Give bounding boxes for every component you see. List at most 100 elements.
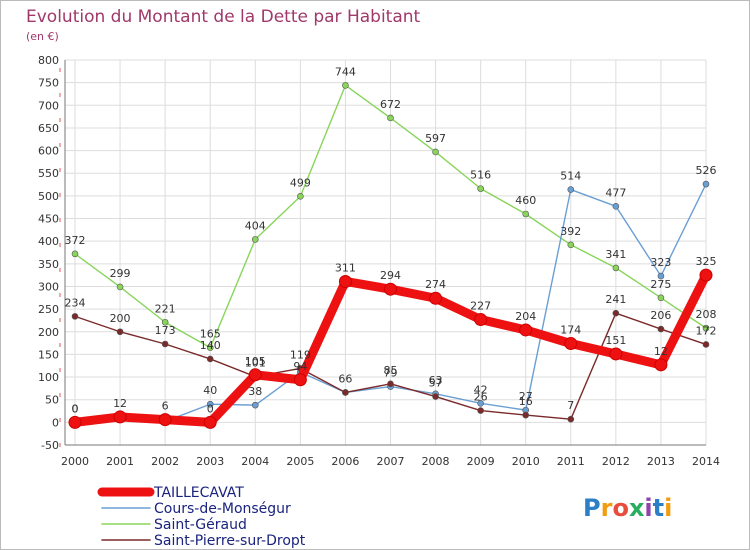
axes: -500501001502002503003504004505005506006… xyxy=(38,54,720,468)
data-label: 516 xyxy=(470,169,491,182)
y-tick-label: 650 xyxy=(38,122,59,135)
data-point xyxy=(657,272,665,280)
data-label: 119 xyxy=(290,348,311,361)
y-tick-label: 100 xyxy=(38,371,59,384)
data-label: 275 xyxy=(650,278,671,291)
data-point xyxy=(203,415,217,429)
data-point xyxy=(387,114,394,122)
data-point xyxy=(206,344,214,351)
data-point xyxy=(342,389,349,396)
data-point xyxy=(387,380,394,388)
data-label: 94 xyxy=(293,360,307,373)
y-tick-label: 200 xyxy=(38,326,59,339)
data-label: 341 xyxy=(605,248,626,261)
data-label: 514 xyxy=(560,170,581,183)
x-tick-label: 2003 xyxy=(196,455,224,468)
logo-letter: r xyxy=(601,494,613,522)
y-tick-label: 300 xyxy=(38,280,59,293)
data-point xyxy=(432,393,439,400)
y-tick-label: 550 xyxy=(38,167,59,180)
data-point xyxy=(158,413,172,427)
data-label: 234 xyxy=(65,296,86,309)
data-label: 477 xyxy=(605,186,626,199)
x-tick-label: 2009 xyxy=(467,455,495,468)
data-point xyxy=(702,341,710,348)
data-point xyxy=(432,148,439,156)
data-point xyxy=(612,264,620,272)
y-tick-label: 0 xyxy=(52,416,59,429)
data-point xyxy=(342,82,349,89)
data-point xyxy=(384,282,397,296)
x-tick-label: 2008 xyxy=(422,455,450,468)
data-point xyxy=(116,283,124,291)
series-3 xyxy=(68,268,713,429)
data-point xyxy=(612,309,620,317)
x-tick-label: 2004 xyxy=(241,455,269,468)
data-label: 311 xyxy=(335,261,356,274)
x-tick-label: 2011 xyxy=(557,455,585,468)
data-label: 404 xyxy=(245,219,266,232)
data-label: 85 xyxy=(384,364,398,377)
series xyxy=(68,82,713,429)
data-label: 16 xyxy=(519,395,533,408)
data-labels: 372 299 221 165 404 499 744 672 597 516 460 392 341 2… xyxy=(65,65,717,415)
data-point xyxy=(654,358,668,372)
data-point xyxy=(474,313,488,327)
data-label: 165 xyxy=(200,328,221,341)
data-label: 172 xyxy=(696,324,717,337)
data-label: 12 xyxy=(654,345,668,358)
data-label: 57 xyxy=(429,377,443,390)
legend-label: TAILLECAVAT xyxy=(153,485,244,501)
data-point xyxy=(251,401,259,409)
x-tick-label: 2000 xyxy=(61,455,89,468)
data-point xyxy=(477,400,484,407)
data-point xyxy=(657,325,665,333)
data-label: 0 xyxy=(72,402,79,415)
data-label: 323 xyxy=(650,256,671,269)
proxiti-logo: Proxiti xyxy=(583,494,672,522)
data-point xyxy=(206,355,214,363)
logo-letter: t xyxy=(653,494,664,522)
y-tick-label: 350 xyxy=(38,258,59,271)
data-label: 173 xyxy=(155,324,176,337)
data-point xyxy=(657,294,665,302)
data-point xyxy=(68,415,82,429)
data-point xyxy=(206,400,214,408)
y-tick-label: -50 xyxy=(41,439,59,452)
data-label: 526 xyxy=(696,164,717,177)
data-point xyxy=(519,323,533,337)
data-label: 299 xyxy=(110,267,131,280)
data-point xyxy=(429,291,443,305)
data-point xyxy=(609,347,623,361)
data-label: 40 xyxy=(203,384,217,397)
logo-letter: P xyxy=(583,494,601,522)
data-label: 227 xyxy=(470,300,491,313)
data-label: 372 xyxy=(65,234,86,247)
legend-label: Saint-Géraud xyxy=(154,517,247,533)
x-tick-label: 2002 xyxy=(151,455,179,468)
data-label: 392 xyxy=(560,225,581,238)
data-point xyxy=(161,318,169,326)
data-label: 206 xyxy=(650,309,671,322)
data-label: 66 xyxy=(338,372,352,385)
data-point xyxy=(71,313,79,320)
legend-label: Saint-Pierre-sur-Dropt xyxy=(154,533,306,549)
data-point xyxy=(338,274,352,288)
data-point xyxy=(699,268,713,282)
data-label: 597 xyxy=(425,132,446,145)
y-tick-label: 50 xyxy=(45,394,59,407)
y-tick-label: 800 xyxy=(38,54,59,67)
data-point xyxy=(567,186,575,193)
data-label: 140 xyxy=(200,339,221,352)
data-point xyxy=(161,340,169,348)
y-tick-label: 500 xyxy=(38,190,59,203)
data-point xyxy=(116,328,124,336)
legend-label: Cours-de-Monségur xyxy=(154,501,291,517)
data-point xyxy=(71,250,79,258)
data-point xyxy=(564,337,578,351)
data-label: 27 xyxy=(519,390,533,403)
data-label: 204 xyxy=(515,310,536,323)
data-label: 294 xyxy=(380,269,401,282)
